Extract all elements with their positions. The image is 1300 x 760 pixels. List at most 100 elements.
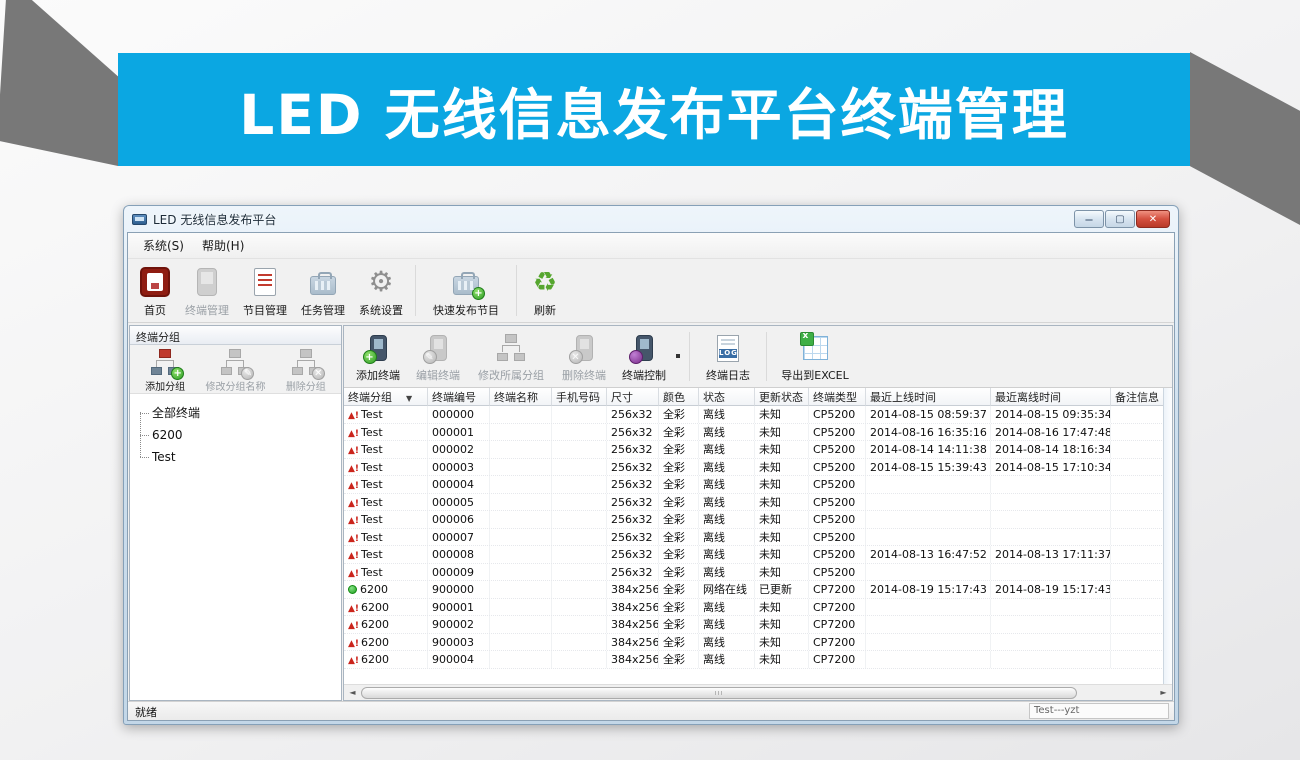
scroll-right-arrow-icon[interactable]	[1156, 686, 1171, 699]
cell-id: 900003	[428, 633, 490, 650]
cell-type: CP5200	[809, 441, 866, 458]
cell-name	[490, 406, 552, 423]
toolbar-overflow-dot[interactable]	[676, 354, 680, 358]
table-row[interactable]: ▲! Test 000003 256x32 全彩 离线 未知 CP5200 2014-08-15…	[344, 458, 1164, 476]
program-manage-button[interactable]: 节目管理	[236, 259, 294, 322]
table-row[interactable]: ▲! Test 000002 256x32 全彩 离线 未知 CP5200 2014-08-14…	[344, 441, 1164, 459]
cell-type: CP5200	[809, 423, 866, 440]
cell-update: 已更新	[755, 581, 809, 598]
cell-color: 全彩	[659, 493, 699, 510]
menu-help[interactable]: 帮助(H)	[201, 239, 245, 253]
cell-name	[490, 616, 552, 633]
modify-terminal-group-button[interactable]: 修改所属分组	[468, 326, 554, 387]
cell-group: ▲! Test	[344, 406, 428, 423]
edit-terminal-button[interactable]: ✎ 编辑终端	[408, 326, 468, 387]
cell-size: 256x32	[607, 441, 659, 458]
column-header[interactable]: 颜色	[659, 388, 699, 406]
cell-remark	[1111, 598, 1164, 615]
home-button[interactable]: 首页	[132, 259, 178, 322]
cell-offline_time	[991, 476, 1111, 493]
cell-update: 未知	[755, 511, 809, 528]
system-settings-button[interactable]: ⚙ 系统设置	[359, 265, 403, 318]
cell-online_time	[866, 563, 991, 580]
cell-state: 离线	[699, 511, 755, 528]
table-row[interactable]: ▲! Test 000004 256x32 全彩 离线 未知 CP5200	[344, 476, 1164, 494]
minimize-button[interactable]	[1074, 210, 1104, 228]
scrollbar-thumb[interactable]	[361, 687, 1077, 699]
cell-offline_time	[991, 651, 1111, 668]
tree-item-test[interactable]: Test	[140, 446, 341, 468]
table-row[interactable]: ▲! Test 000001 256x32 全彩 离线 未知 CP5200 2014-08-16…	[344, 423, 1164, 441]
terminal-log-button[interactable]: LOG 终端日志	[695, 326, 761, 387]
export-excel-button[interactable]: 导出到EXCEL	[772, 326, 858, 387]
column-header[interactable]: 终端编号	[428, 388, 490, 406]
column-header[interactable]: 备注信息	[1111, 388, 1164, 406]
cell-color: 全彩	[659, 476, 699, 493]
table-row[interactable]: ▲! 6200 900004 384x256 全彩 离线 未知 CP7200	[344, 651, 1164, 669]
column-header[interactable]: 终端名称	[490, 388, 552, 406]
close-button[interactable]	[1136, 210, 1170, 228]
table-row[interactable]: ▲! 6200 900002 384x256 全彩 离线 未知 CP7200	[344, 616, 1164, 634]
tree-item-6200[interactable]: 6200	[140, 424, 341, 446]
scroll-left-arrow-icon[interactable]	[345, 686, 360, 699]
column-header[interactable]: 更新状态	[755, 388, 809, 406]
column-header[interactable]: 手机号码	[552, 388, 607, 406]
cell-group: ▲! Test	[344, 493, 428, 510]
titlebar[interactable]: LED 无线信息发布平台	[124, 206, 1178, 232]
horizontal-scrollbar[interactable]	[344, 684, 1172, 700]
filter-arrow-icon[interactable]	[392, 391, 412, 404]
app-window: LED 无线信息发布平台 系统(S) 帮助(H) 首页 终端管理	[123, 205, 1179, 725]
cell-state: 网络在线	[699, 581, 755, 598]
column-header[interactable]: 最近上线时间	[866, 388, 991, 406]
cell-id: 900002	[428, 616, 490, 633]
column-header[interactable]: 终端类型	[809, 388, 866, 406]
delete-group-button[interactable]: ✕ 删除分组	[271, 345, 341, 393]
add-group-button[interactable]: + 添加分组	[130, 345, 200, 393]
cell-type: CP5200	[809, 406, 866, 423]
refresh-button[interactable]: ♻ 刷新	[532, 266, 558, 318]
cell-phone	[552, 476, 607, 493]
tree-item-all-terminals[interactable]: 全部终端	[140, 402, 341, 424]
table-row[interactable]: ▲! Test 000006 256x32 全彩 离线 未知 CP5200	[344, 511, 1164, 529]
cell-offline_time: 2014-08-14 18:16:34	[991, 441, 1111, 458]
rename-group-button[interactable]: ✎ 修改分组名称	[200, 345, 270, 393]
delete-terminal-button[interactable]: ✕ 删除终端	[554, 326, 614, 387]
table-row[interactable]: ▲! Test 000000 256x32 全彩 离线 未知 CP5200 2014-08-15…	[344, 406, 1164, 424]
terminal-control-button[interactable]: 终端控制	[614, 326, 674, 387]
quick-publish-button[interactable]: + 快速发布节目	[421, 259, 511, 322]
cell-update: 未知	[755, 546, 809, 563]
maximize-button[interactable]	[1105, 210, 1135, 228]
toolbar-separator	[516, 265, 517, 316]
terminal-manage-button[interactable]: 终端管理	[178, 259, 236, 322]
table-row[interactable]: ▲! 6200 900003 384x256 全彩 离线 未知 CP7200	[344, 633, 1164, 651]
cell-size: 256x32	[607, 493, 659, 510]
column-header[interactable]: 状态	[699, 388, 755, 406]
cell-color: 全彩	[659, 528, 699, 545]
group-panel-title: 终端分组	[130, 326, 341, 345]
task-manage-button[interactable]: 任务管理	[294, 259, 352, 322]
home-icon	[140, 267, 170, 297]
column-header[interactable]: 终端分组	[344, 388, 428, 406]
cell-name	[490, 493, 552, 510]
table-row[interactable]: ▲! Test 000008 256x32 全彩 离线 未知 CP5200 2014-08-13…	[344, 546, 1164, 564]
add-terminal-button[interactable]: + 添加终端	[348, 326, 408, 387]
cell-id: 000007	[428, 528, 490, 545]
vertical-scrollbar[interactable]	[1163, 388, 1172, 684]
cell-color: 全彩	[659, 633, 699, 650]
cell-update: 未知	[755, 598, 809, 615]
cell-offline_time	[991, 528, 1111, 545]
cell-name	[490, 633, 552, 650]
cell-color: 全彩	[659, 406, 699, 423]
table-row[interactable]: ▲! Test 000007 256x32 全彩 离线 未知 CP5200	[344, 528, 1164, 546]
column-header[interactable]: 最近离线时间	[991, 388, 1111, 406]
cell-group: ▲! Test	[344, 441, 428, 458]
table-row[interactable]: 6200 900000 384x256 全彩 网络在线 已更新 CP7200 2014-08-…	[344, 581, 1164, 599]
cell-online_time: 2014-08-19 15:17:43	[866, 581, 991, 598]
table-row[interactable]: ▲! Test 000005 256x32 全彩 离线 未知 CP5200	[344, 493, 1164, 511]
menu-system[interactable]: 系统(S)	[143, 239, 184, 253]
cell-state: 离线	[699, 458, 755, 475]
column-header[interactable]: 尺寸	[607, 388, 659, 406]
table-row[interactable]: ▲! 6200 900001 384x256 全彩 离线 未知 CP7200	[344, 598, 1164, 616]
table-row[interactable]: ▲! Test 000009 256x32 全彩 离线 未知 CP5200	[344, 563, 1164, 581]
cell-name	[490, 598, 552, 615]
